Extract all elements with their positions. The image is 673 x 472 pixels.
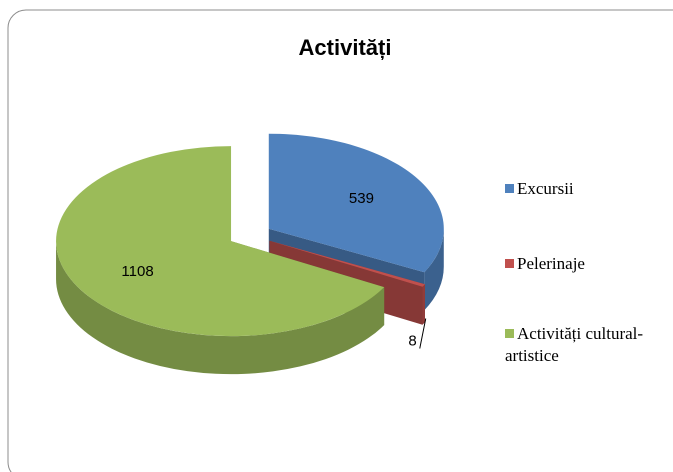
- leader-line: [419, 318, 427, 349]
- legend-item: Activități cultural-artistice: [505, 323, 670, 367]
- slice-side: [56, 241, 385, 375]
- slice-tops: [56, 133, 444, 337]
- slice: [269, 240, 425, 287]
- data-label: 8: [408, 332, 416, 349]
- data-label: 539: [349, 190, 374, 207]
- legend-swatch: [505, 184, 514, 193]
- legend-item: Excursii: [505, 178, 670, 200]
- data-label: 1108: [121, 263, 153, 280]
- legend-label: Excursii: [517, 179, 574, 198]
- slice-side: [422, 284, 425, 325]
- legend-item: Pelerinaje: [505, 253, 670, 275]
- slice: [56, 146, 385, 337]
- chart-title: Activități: [299, 35, 392, 60]
- legend-swatch: [505, 329, 514, 338]
- slice: [268, 133, 444, 273]
- slice-side: [424, 228, 444, 311]
- legend-label: Activități cultural-artistice: [505, 324, 644, 365]
- legend-swatch: [505, 259, 514, 268]
- legend-label: Pelerinaje: [517, 254, 585, 273]
